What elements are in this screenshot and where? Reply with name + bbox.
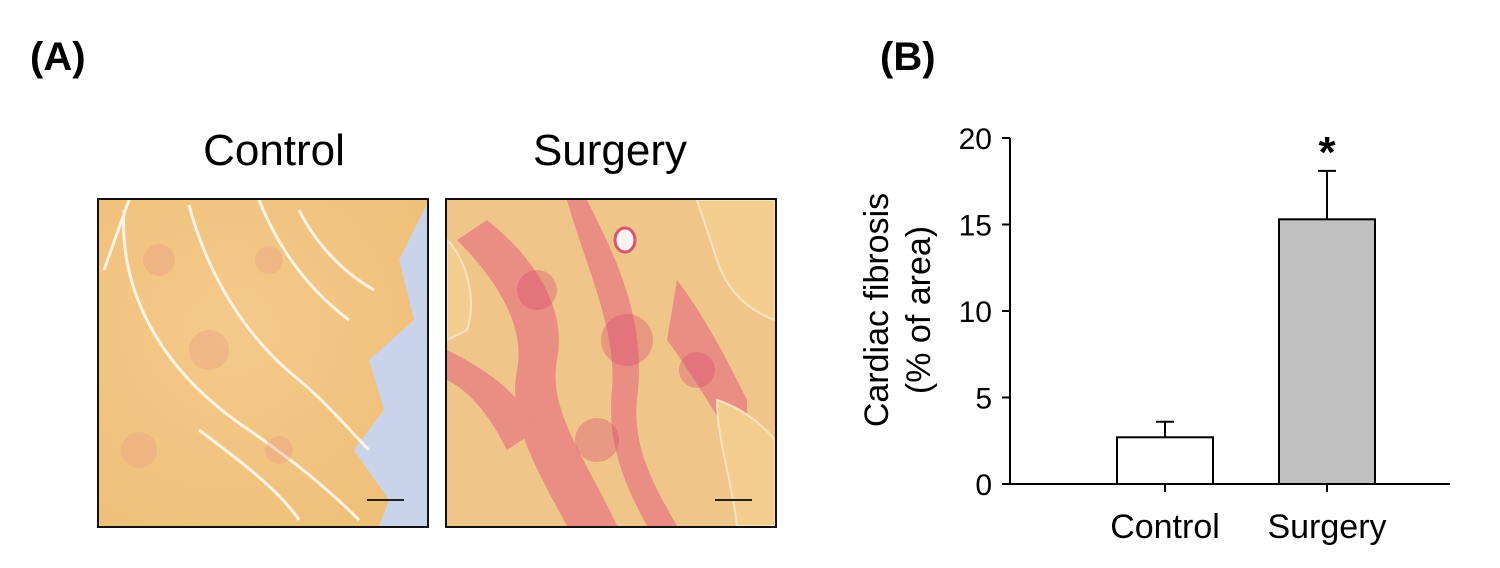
- micrograph-control: [97, 198, 429, 528]
- y-tick-label: 0: [975, 469, 992, 502]
- y-tick-label: 20: [959, 123, 992, 156]
- y-axis-label-line2: (% of area): [900, 226, 938, 394]
- bar-control: [1116, 436, 1214, 486]
- micrograph-title-control: Control: [203, 126, 345, 175]
- significance-marker: *: [1318, 128, 1336, 177]
- x-tick-label: Surgery: [1267, 508, 1386, 546]
- y-tick-label: 5: [975, 383, 992, 416]
- micrograph-title-surgery: Surgery: [532, 126, 688, 175]
- micrograph-surgery: [445, 198, 777, 528]
- bars: Control Surgery *: [1110, 128, 1386, 546]
- x-tick-label: Control: [1110, 508, 1220, 546]
- y-tick-label: 15: [959, 210, 992, 243]
- y-axis: 0 5 10 15 20: [959, 123, 1450, 502]
- bar-surgery: [1278, 218, 1376, 485]
- panel-label-a: (A): [30, 35, 86, 79]
- y-tick-label: 10: [959, 296, 992, 329]
- y-axis-label-line1: Cardiac fibrosis: [858, 193, 896, 427]
- panel-label-b: (B): [880, 35, 936, 79]
- fibrosis-bar-chart: 0 5 10 15 20 Control Surgery * Cardiac fibrosi…: [858, 123, 1450, 546]
